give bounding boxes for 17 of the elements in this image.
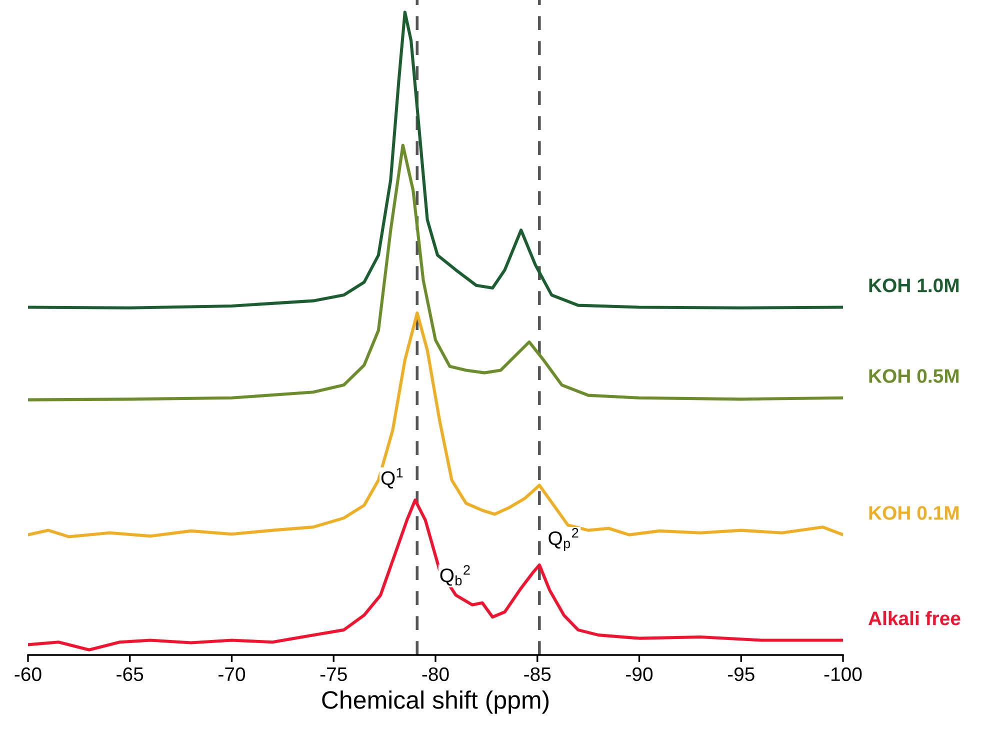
- x-axis-title: Chemical shift (ppm): [322, 690, 549, 714]
- annotation: Q$_{p}$$^{2}$: [548, 528, 578, 551]
- x-tick-label: -80: [422, 667, 449, 682]
- annotation: Q$_{b}$$^{2}$: [440, 565, 470, 586]
- x-tick-label: -85: [524, 667, 551, 682]
- x-tick-label: -95: [728, 667, 754, 682]
- series-label: KOH 1.0M: [869, 278, 959, 292]
- series-label: KOH 0.5M: [869, 369, 959, 383]
- x-tick-label: -60: [14, 667, 42, 682]
- x-tick-label: -100: [824, 667, 862, 682]
- series-label: KOH 0.1M: [869, 506, 959, 520]
- x-tick-label: -90: [626, 667, 653, 682]
- x-tick-label: -65: [116, 667, 144, 682]
- x-tick-label: -75: [320, 668, 347, 682]
- x-tick-label: -70: [218, 667, 246, 682]
- series-label: Alkali free: [868, 610, 960, 626]
- annotation: Q$^{1}$: [381, 468, 403, 489]
